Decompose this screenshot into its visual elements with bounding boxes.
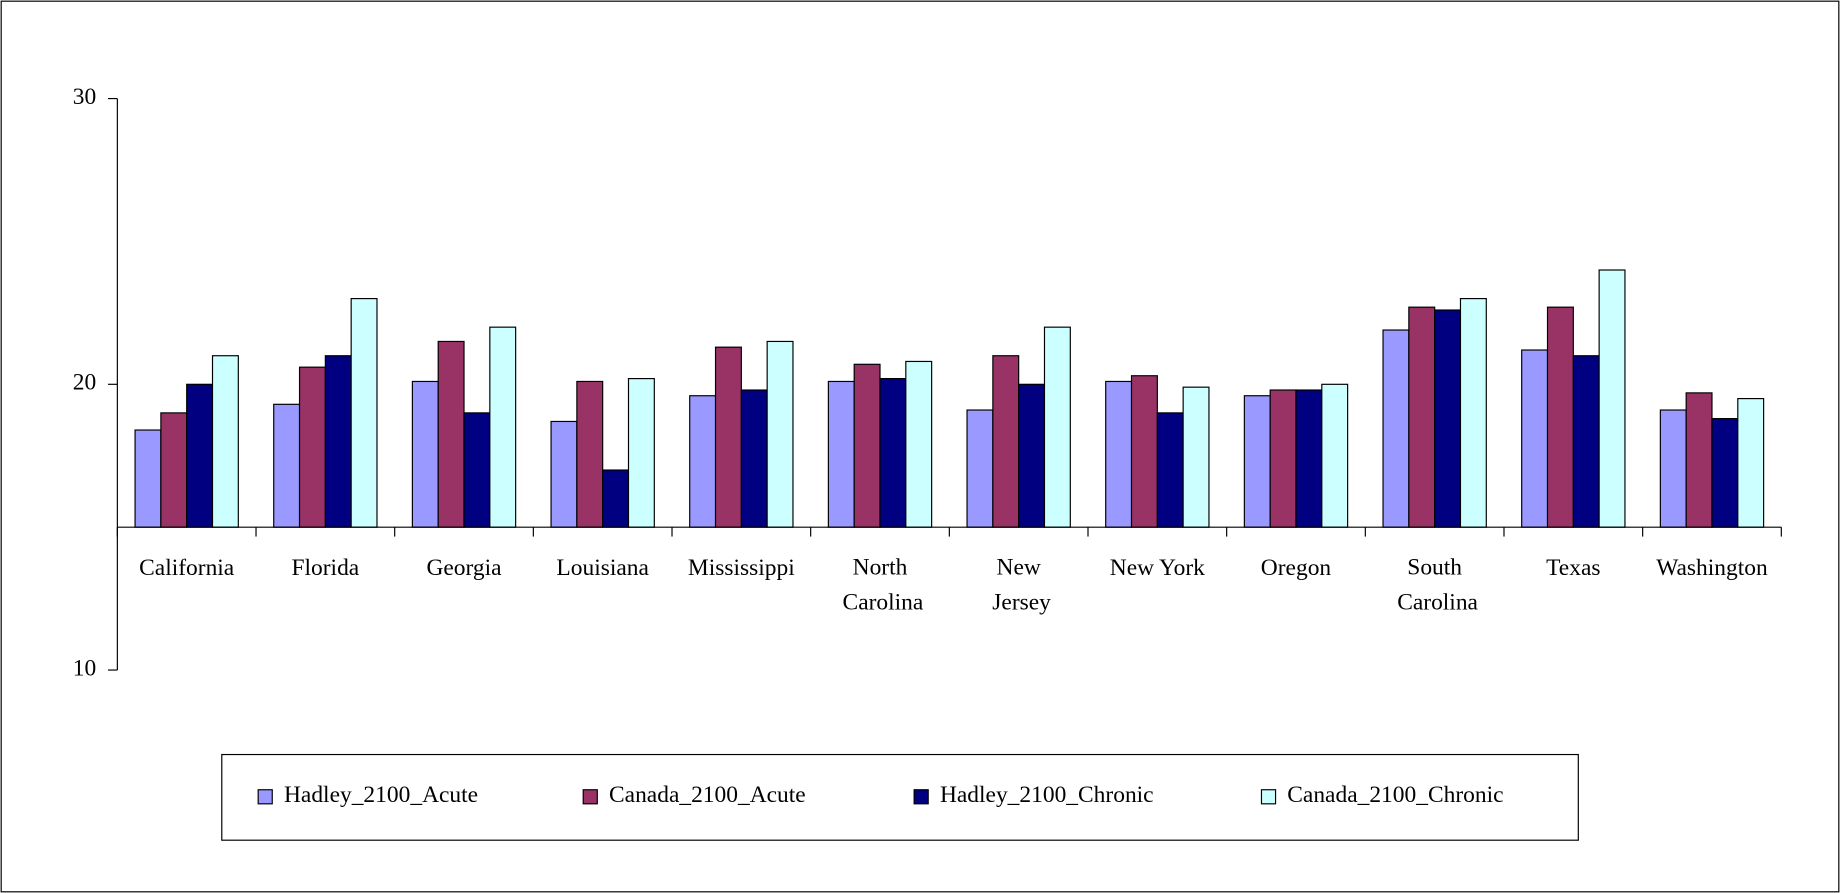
bar [1659, 409, 1687, 528]
legend-label: Hadley_2100_Acute [284, 782, 478, 808]
x-tick-label: South Carolina [1391, 555, 1478, 616]
bar [489, 326, 517, 528]
bar [1182, 386, 1210, 528]
bar [714, 346, 742, 528]
legend-swatch [913, 789, 929, 805]
bar [1018, 383, 1046, 528]
bar [1521, 349, 1549, 528]
bar [766, 340, 794, 528]
bar [1408, 306, 1436, 528]
legend-swatch [1260, 789, 1277, 805]
bar [550, 420, 578, 528]
x-tick-label: New Jersey [986, 555, 1051, 616]
bar [1269, 389, 1297, 528]
x-tick-label: Washington [1656, 555, 1768, 581]
y-tick-label: 10 [73, 655, 96, 681]
bar [298, 366, 326, 528]
bar [350, 297, 378, 528]
bar [1382, 329, 1410, 528]
x-tick-label: Louisiana [556, 555, 649, 581]
y-tick-label: 30 [73, 84, 96, 110]
bar [992, 355, 1020, 528]
bar [134, 429, 162, 528]
bar [689, 395, 717, 528]
bar [1711, 418, 1739, 528]
legend-swatch [582, 789, 598, 805]
bar [1598, 269, 1626, 528]
y-tick-label: 20 [73, 370, 96, 396]
bar [1685, 392, 1713, 528]
bar [879, 378, 907, 528]
bar [211, 355, 239, 528]
bar [966, 409, 994, 528]
x-tick-label: North Carolina [837, 555, 924, 616]
bar [411, 380, 439, 528]
x-tick-label: New York [1110, 555, 1205, 581]
legend-box [221, 753, 1579, 841]
x-tick-label: California [139, 555, 235, 581]
legend-label: Hadley_2100_Chronic [940, 782, 1154, 808]
bar [1321, 383, 1349, 528]
x-tick-label: Oregon [1261, 555, 1332, 581]
bar [1546, 306, 1574, 528]
bar [602, 469, 630, 528]
bar [1572, 355, 1600, 528]
legend-label: Canada_2100_Chronic [1287, 782, 1503, 808]
bar [827, 380, 855, 528]
bar [186, 383, 214, 528]
bar [627, 378, 655, 528]
x-tick-label: Texas [1546, 555, 1600, 581]
bar [160, 412, 188, 528]
bar [853, 363, 881, 528]
bar [1459, 297, 1487, 528]
bar [1737, 398, 1765, 528]
bar [1243, 395, 1271, 528]
bar [1295, 389, 1323, 528]
bar [1130, 375, 1158, 528]
bar [437, 340, 465, 528]
bar [905, 360, 933, 528]
legend-swatch [257, 789, 273, 805]
bar [1156, 412, 1184, 528]
bar [576, 380, 604, 528]
legend-label: Canada_2100_Acute [609, 782, 806, 808]
bar [324, 355, 352, 528]
bar [740, 389, 768, 528]
x-tick-label: Mississippi [688, 555, 795, 581]
x-tick-label: Georgia [426, 555, 502, 581]
bar [1105, 380, 1133, 528]
bar [1043, 326, 1071, 528]
x-tick-label: Florida [291, 555, 359, 581]
bar [463, 412, 491, 528]
bar [273, 403, 301, 528]
bar [1434, 309, 1462, 528]
